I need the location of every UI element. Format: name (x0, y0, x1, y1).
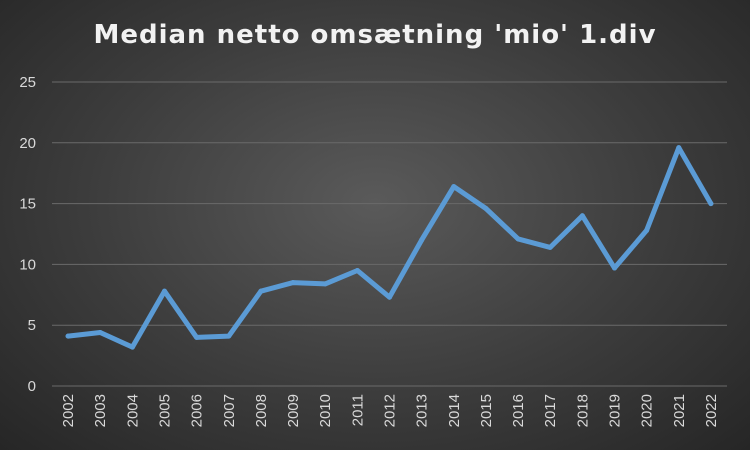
x-tick-label: 2018 (574, 394, 591, 427)
y-axis-ticks: 0 5 10 15 20 25 (19, 74, 36, 395)
data-point (226, 333, 232, 339)
series-line (65, 145, 714, 350)
x-tick-label: 2009 (285, 394, 302, 427)
data-point (129, 344, 135, 350)
x-tick-label: 2019 (607, 394, 624, 427)
data-point (290, 280, 296, 286)
x-tick-label: 2017 (542, 394, 559, 427)
data-point (451, 184, 457, 190)
x-tick-label: 2002 (60, 394, 77, 427)
x-tick-label: 2003 (92, 394, 109, 427)
x-tick-label: 2008 (253, 394, 270, 427)
data-point (322, 281, 328, 287)
data-point (97, 329, 103, 335)
data-point (387, 294, 392, 300)
x-tick-label: 2005 (157, 394, 174, 427)
data-point (194, 334, 200, 340)
data-point (419, 237, 425, 243)
series-layer (65, 145, 714, 350)
x-tick-label: 2012 (382, 394, 399, 427)
data-point (483, 205, 489, 211)
data-point (547, 244, 553, 250)
y-tick-label: 10 (19, 256, 36, 273)
x-tick-label: 2022 (703, 394, 720, 427)
data-point (162, 288, 167, 294)
data-point (644, 227, 650, 233)
x-tick-label: 2014 (446, 394, 463, 427)
x-axis-ticks: 2002 2003 2004 2005 2006 2007 2008 2009 2010 2011… (60, 394, 720, 427)
data-point (258, 288, 264, 294)
y-tick-label: 20 (19, 135, 36, 152)
data-point (354, 267, 360, 273)
y-tick-label: 15 (19, 196, 36, 213)
data-point (515, 236, 521, 242)
x-tick-label: 2007 (221, 394, 238, 427)
chart-title: Median netto omsætning 'mio' 1.div (93, 20, 657, 50)
y-tick-label: 0 (28, 378, 36, 395)
data-point (612, 265, 617, 271)
data-point (65, 333, 71, 339)
x-tick-label: 2021 (671, 394, 688, 427)
x-tick-label: 2006 (189, 394, 206, 427)
x-tick-label: 2010 (317, 394, 334, 427)
x-tick-label: 2015 (478, 394, 495, 427)
x-tick-label: 2016 (510, 394, 527, 427)
data-point (579, 213, 585, 219)
data-point (708, 201, 714, 207)
x-tick-label: 2020 (639, 394, 656, 427)
x-tick-label: 2004 (124, 394, 141, 427)
gridlines (52, 81, 727, 387)
data-point (676, 145, 682, 151)
x-tick-label: 2013 (414, 394, 431, 427)
x-tick-label: 2011 (349, 394, 366, 426)
y-tick-label: 25 (19, 74, 36, 91)
y-tick-label: 5 (28, 317, 36, 334)
